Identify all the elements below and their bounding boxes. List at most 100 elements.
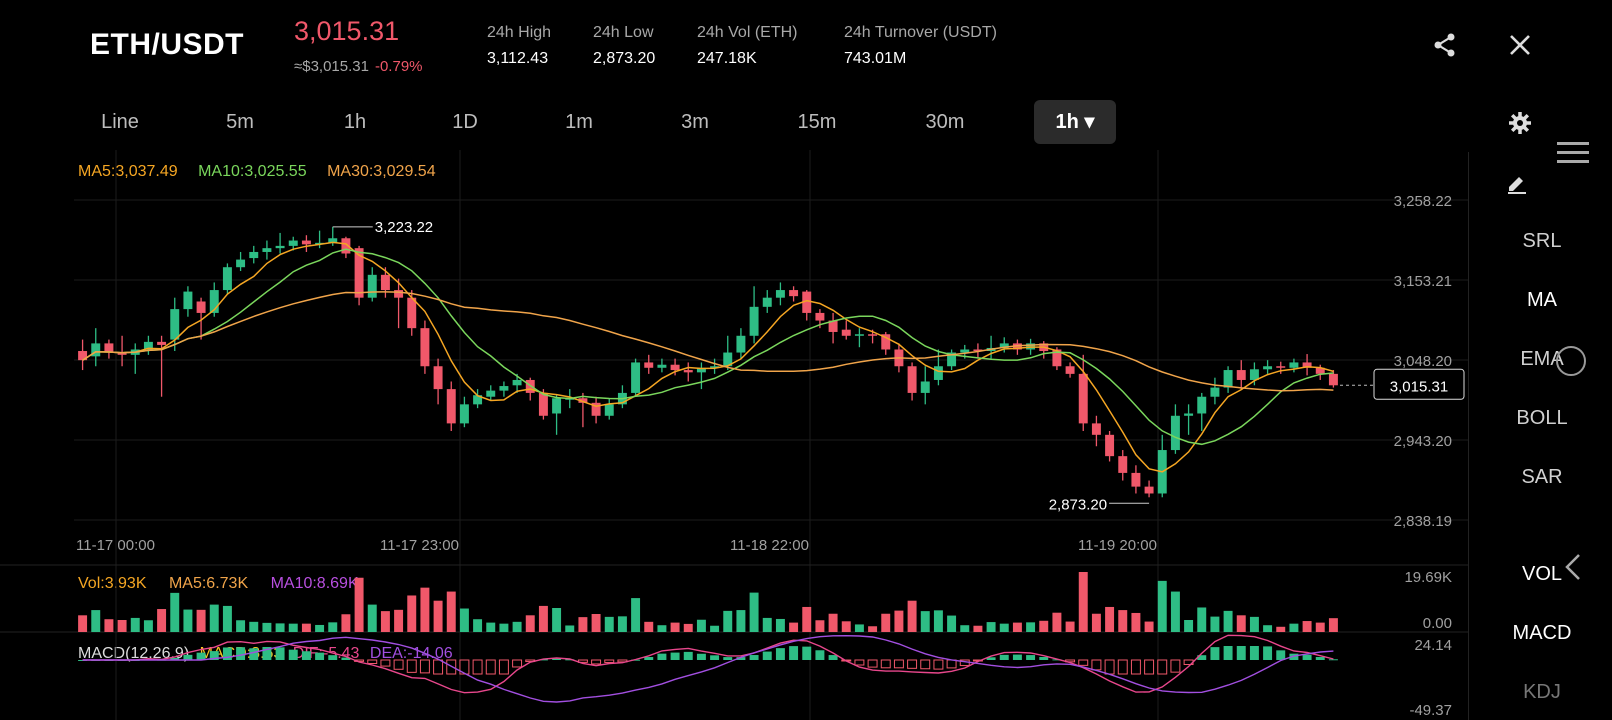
- macd-bar: [552, 658, 562, 660]
- volume-bar: [315, 624, 325, 632]
- volume-bar: [1170, 591, 1180, 632]
- candle-body: [1052, 349, 1062, 367]
- volume-bar: [696, 619, 706, 632]
- candle-body: [591, 402, 601, 416]
- volume-bar: [933, 610, 943, 632]
- macd-bar: [1144, 659, 1155, 675]
- volume-bar: [446, 591, 456, 632]
- candle-body: [433, 366, 443, 390]
- candle-body: [394, 290, 404, 298]
- ma5-line: [82, 241, 1334, 473]
- macd-bar: [1197, 655, 1207, 660]
- candlestick-chart[interactable]: 3,258.22 3,153.21 3,048.20 2,943.20 2,838.19…: [0, 150, 1468, 720]
- indicator-sar[interactable]: SAR: [1521, 466, 1563, 488]
- last-price: 3,015.31: [294, 16, 400, 46]
- volume-bar: [1249, 616, 1259, 632]
- volume-bar: [1026, 622, 1036, 632]
- volume-bar: [525, 615, 535, 632]
- volume-bar: [617, 616, 627, 632]
- candle-body: [143, 341, 153, 350]
- volume-bar: [710, 625, 720, 632]
- indicator-boll[interactable]: BOLL: [1516, 407, 1568, 429]
- macd-bar: [393, 659, 404, 670]
- volume-bar: [631, 598, 641, 632]
- candle-body: [578, 398, 588, 403]
- candle-body: [973, 349, 983, 352]
- volume-bar: [670, 622, 680, 632]
- volume-bar: [104, 619, 114, 632]
- candle-body: [683, 370, 693, 373]
- volume-bar: [1223, 610, 1233, 632]
- candle-body: [420, 328, 430, 367]
- candle-body: [960, 349, 970, 353]
- volume-bar: [1236, 615, 1246, 632]
- macd-bar: [644, 657, 654, 660]
- candle-body: [802, 291, 812, 313]
- usd-price-line: ≈$3,015.31 -0.79%: [294, 58, 423, 75]
- dif-line: [82, 634, 1334, 694]
- macd-bar: [380, 659, 391, 667]
- tab-5m[interactable]: 5m: [226, 111, 254, 133]
- tab-line[interactable]: Line: [101, 111, 139, 133]
- candle-body: [499, 386, 509, 391]
- candle-body: [907, 366, 917, 393]
- candle-body: [815, 312, 825, 321]
- volume-bar: [749, 592, 759, 632]
- candle-body: [1328, 373, 1338, 386]
- tab-30m[interactable]: 30m: [925, 111, 965, 133]
- volume-bar: [459, 608, 469, 632]
- volume-bar: [433, 600, 443, 632]
- indicator-kdj[interactable]: KDJ: [1523, 681, 1561, 703]
- volume-bar: [249, 621, 259, 632]
- macd-params-legend: MACD(12,26,9): [78, 645, 190, 662]
- tab-1h[interactable]: 1h: [343, 111, 367, 133]
- candle-body: [828, 320, 838, 332]
- volume-bar: [117, 620, 127, 632]
- macd-bar: [802, 646, 812, 660]
- volume-bar: [222, 605, 232, 632]
- menu-icon[interactable]: [1555, 138, 1591, 168]
- macd-bar: [946, 659, 957, 669]
- chevron-left-icon[interactable]: [1560, 552, 1586, 582]
- volume-bar: [196, 609, 206, 632]
- candle-body: [1315, 367, 1325, 374]
- close-icon[interactable]: [1505, 30, 1535, 60]
- candle-body: [1184, 413, 1194, 416]
- share-icon[interactable]: [1430, 30, 1460, 60]
- pair-title: ETH/USDT: [90, 28, 244, 61]
- candle-body: [1170, 415, 1180, 451]
- volume-bar: [1157, 580, 1167, 632]
- volume-bar: [130, 617, 140, 632]
- tab-1m[interactable]: 1m: [565, 111, 593, 133]
- y-tick-label: 2,943.20: [1394, 433, 1452, 450]
- candle-body: [947, 352, 957, 367]
- ma-lines: [82, 241, 1334, 473]
- current-price-box: [1373, 368, 1465, 400]
- indicator-ema[interactable]: EMA: [1520, 348, 1564, 370]
- tab-1d[interactable]: 1D: [452, 111, 478, 133]
- volume-bar: [328, 622, 338, 632]
- settings-icon[interactable]: [1505, 108, 1535, 138]
- indicator-macd[interactable]: MACD: [1512, 622, 1572, 644]
- indicator-ma[interactable]: MA: [1527, 289, 1557, 311]
- pencil-icon[interactable]: [1502, 168, 1532, 198]
- circle-icon[interactable]: [1556, 346, 1586, 376]
- volume-bar: [960, 625, 970, 632]
- candle-body: [933, 366, 943, 380]
- tab-15m[interactable]: 15m: [797, 111, 837, 133]
- volume-bar: [354, 577, 364, 632]
- macd-bar: [1157, 659, 1168, 675]
- volume-bar: [1131, 612, 1141, 632]
- stat-value-low: 2,873.20: [593, 50, 656, 67]
- macd-bar: [315, 652, 325, 660]
- tab-3m[interactable]: 3m: [681, 111, 709, 133]
- tab-active-timeframe[interactable]: 1h ▾: [1034, 100, 1116, 144]
- stat-label-low: 24h Low: [593, 24, 654, 41]
- price-change: -0.79%: [374, 58, 423, 75]
- volume-bar: [275, 623, 285, 632]
- volume-bar: [986, 622, 996, 632]
- indicator-vol[interactable]: VOL: [1521, 563, 1563, 585]
- macd-bar: [1078, 659, 1089, 666]
- indicator-srl[interactable]: SRL: [1522, 230, 1562, 252]
- vol-axis-max: 19.69K: [1404, 569, 1452, 586]
